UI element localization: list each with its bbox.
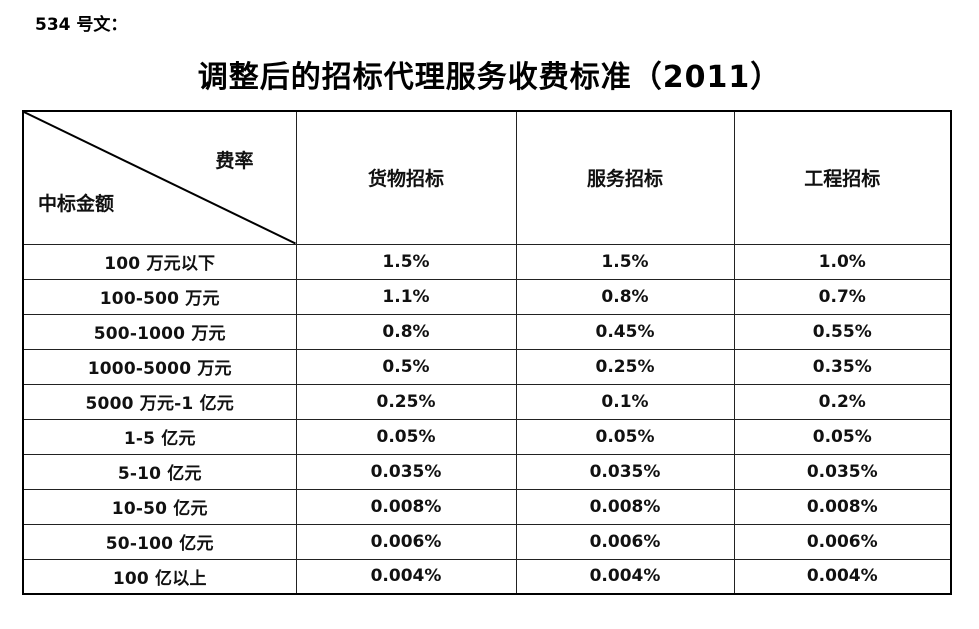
cell-services-rate: 1.5% xyxy=(515,243,735,280)
cell-goods-rate: 0.25% xyxy=(295,383,517,420)
table-row: 50-100 亿元 0.006% 0.006% 0.006% xyxy=(22,523,952,560)
diagonal-corner-cell: 费率 中标金额 xyxy=(22,110,297,245)
cell-engineering-rate: 1.0% xyxy=(733,243,952,280)
cell-goods-rate: 0.008% xyxy=(295,488,517,525)
column-header-engineering: 工程招标 xyxy=(733,110,952,245)
row-label: 100-500 万元 xyxy=(22,278,297,315)
table-row: 1-5 亿元 0.05% 0.05% 0.05% xyxy=(22,418,952,455)
page-title: 调整后的招标代理服务收费标准（2011） xyxy=(197,60,782,95)
table-row: 1000-5000 万元 0.5% 0.25% 0.35% xyxy=(22,348,952,385)
row-label: 1-5 亿元 xyxy=(22,418,297,455)
row-label: 10-50 亿元 xyxy=(22,488,297,525)
cell-goods-rate: 0.035% xyxy=(295,453,517,490)
table-row: 100 万元以下 1.5% 1.5% 1.0% xyxy=(22,243,952,280)
row-label: 5-10 亿元 xyxy=(22,453,297,490)
row-label: 100 万元以下 xyxy=(22,243,297,280)
column-header-services: 服务招标 xyxy=(515,110,735,245)
table-row: 500-1000 万元 0.8% 0.45% 0.55% xyxy=(22,313,952,350)
cell-goods-rate: 1.1% xyxy=(295,278,517,315)
cell-goods-rate: 0.05% xyxy=(295,418,517,455)
row-label: 50-100 亿元 xyxy=(22,523,297,560)
cell-services-rate: 0.035% xyxy=(515,453,735,490)
doc-number-label: 534 号文： xyxy=(35,15,128,35)
table-row: 5-10 亿元 0.035% 0.035% 0.035% xyxy=(22,453,952,490)
cell-engineering-rate: 0.35% xyxy=(733,348,952,385)
cell-engineering-rate: 0.55% xyxy=(733,313,952,350)
cell-engineering-rate: 0.7% xyxy=(733,278,952,315)
cell-goods-rate: 1.5% xyxy=(295,243,517,280)
cell-goods-rate: 0.8% xyxy=(295,313,517,350)
cell-engineering-rate: 0.006% xyxy=(733,523,952,560)
cell-services-rate: 0.1% xyxy=(515,383,735,420)
cell-services-rate: 0.008% xyxy=(515,488,735,525)
corner-label-bid-amount: 中标金额 xyxy=(38,192,115,215)
cell-services-rate: 0.45% xyxy=(515,313,735,350)
row-label: 500-1000 万元 xyxy=(22,313,297,350)
fee-rate-table: 费率 中标金额 货物招标 服务招标 工程招标 100 万元以下 1.5% 1.5… xyxy=(22,110,952,595)
row-label: 1000-5000 万元 xyxy=(22,348,297,385)
cell-engineering-rate: 0.008% xyxy=(733,488,952,525)
cell-engineering-rate: 0.05% xyxy=(733,418,952,455)
cell-services-rate: 0.25% xyxy=(515,348,735,385)
table-row: 10-50 亿元 0.008% 0.008% 0.008% xyxy=(22,488,952,525)
column-header-goods: 货物招标 xyxy=(295,110,517,245)
cell-services-rate: 0.05% xyxy=(515,418,735,455)
cell-goods-rate: 0.006% xyxy=(295,523,517,560)
table-row: 100-500 万元 1.1% 0.8% 0.7% xyxy=(22,278,952,315)
cell-services-rate: 0.004% xyxy=(515,558,735,595)
row-label: 100 亿以上 xyxy=(22,558,297,595)
cell-engineering-rate: 0.004% xyxy=(733,558,952,595)
diagonal-divider-line xyxy=(24,112,296,244)
cell-goods-rate: 0.5% xyxy=(295,348,517,385)
cell-services-rate: 0.8% xyxy=(515,278,735,315)
corner-label-fee-rate: 费率 xyxy=(215,150,254,172)
cell-goods-rate: 0.004% xyxy=(295,558,517,595)
cell-engineering-rate: 0.035% xyxy=(733,453,952,490)
header-row: 费率 中标金额 货物招标 服务招标 工程招标 xyxy=(22,110,952,245)
cell-engineering-rate: 0.2% xyxy=(733,383,952,420)
table-row: 100 亿以上 0.004% 0.004% 0.004% xyxy=(22,558,952,595)
table-row: 5000 万元-1 亿元 0.25% 0.1% 0.2% xyxy=(22,383,952,420)
cell-services-rate: 0.006% xyxy=(515,523,735,560)
row-label: 5000 万元-1 亿元 xyxy=(22,383,297,420)
